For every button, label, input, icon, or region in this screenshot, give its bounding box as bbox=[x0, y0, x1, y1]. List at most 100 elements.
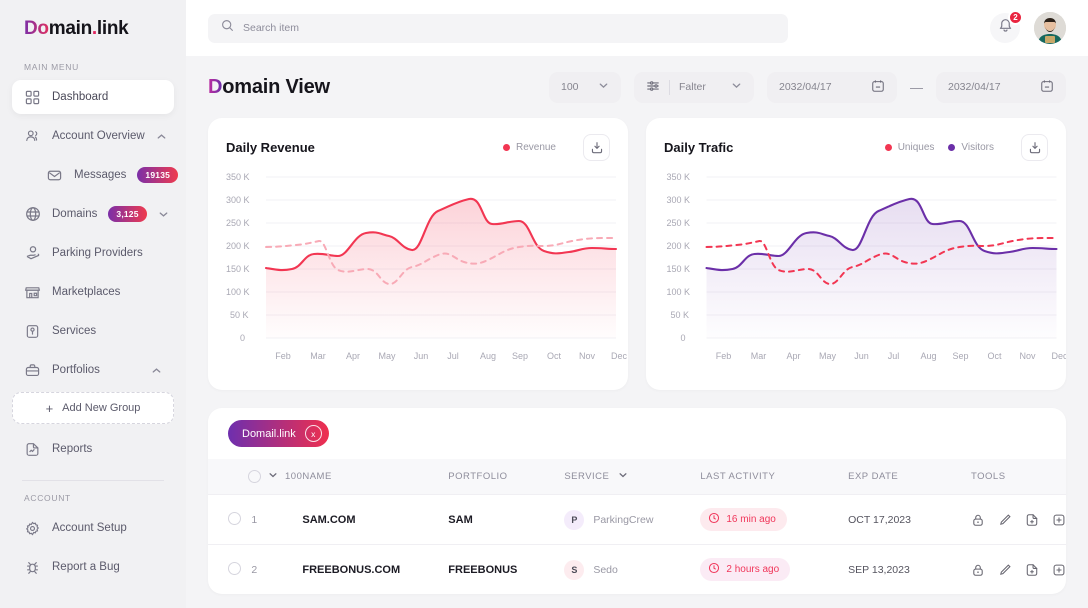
th-last-activity[interactable]: LAST ACTIVITY bbox=[700, 471, 776, 482]
filter-select[interactable]: Falter bbox=[634, 71, 754, 103]
svg-text:300 K: 300 K bbox=[226, 195, 250, 205]
brand-part-3: link bbox=[96, 18, 129, 39]
sidebar-item-reports[interactable]: Reports bbox=[12, 432, 174, 466]
cell-name[interactable]: SAM.COM bbox=[302, 494, 449, 545]
pencil-icon[interactable] bbox=[998, 563, 1012, 577]
svg-text:Nov: Nov bbox=[579, 351, 596, 361]
briefcase-icon bbox=[24, 362, 41, 379]
cell-last-activity: 2 hours ago bbox=[700, 544, 849, 594]
brand-part-1: Do bbox=[24, 18, 49, 39]
search-box[interactable] bbox=[208, 13, 788, 43]
cell-tools bbox=[971, 494, 1066, 545]
sidebar-item-messages[interactable]: Messages 19135 bbox=[12, 158, 179, 192]
avatar[interactable] bbox=[1034, 12, 1066, 44]
header-count: 100 bbox=[285, 471, 303, 482]
chevron-up-icon[interactable] bbox=[156, 131, 167, 142]
main-area: 2 Domain View bbox=[186, 0, 1088, 608]
th-portfolio[interactable]: PORTFOLIO bbox=[448, 471, 508, 482]
chart-legend: Uniques Visitors bbox=[884, 134, 1048, 161]
sidebar-item-domains[interactable]: Domains 3,125 bbox=[12, 197, 174, 231]
square-add-icon[interactable] bbox=[1052, 513, 1066, 527]
svg-text:200 K: 200 K bbox=[226, 241, 250, 251]
lock-icon[interactable] bbox=[971, 513, 985, 527]
select-all-checkbox[interactable] bbox=[248, 470, 261, 483]
add-new-group-button[interactable]: + Add New Group bbox=[12, 392, 174, 424]
date-to-value: 2032/04/17 bbox=[948, 81, 1001, 93]
calendar-icon bbox=[871, 79, 885, 96]
svg-text:Oct: Oct bbox=[547, 351, 562, 361]
sidebar-item-account-setup[interactable]: Account Setup bbox=[12, 511, 174, 545]
content: Domain View 100 Falter bbox=[186, 56, 1088, 608]
search-input[interactable] bbox=[243, 22, 775, 34]
table-row[interactable]: 2 FREEBONUS.COM FREEBONUS S Sedo bbox=[208, 544, 1066, 594]
gear-icon bbox=[24, 520, 41, 537]
svg-text:Aug: Aug bbox=[920, 351, 936, 361]
revenue-chart-svg: 350 K 300 K 250 K 200 K 150 K 100 K 50 K 0 bbox=[226, 172, 627, 361]
page-header: Domain View 100 Falter bbox=[208, 56, 1066, 118]
header-select-group: 100 bbox=[228, 470, 302, 483]
cell-service: P ParkingCrew bbox=[564, 494, 701, 545]
notification-badge: 2 bbox=[1008, 10, 1023, 25]
sidebar-item-services[interactable]: Services bbox=[12, 314, 174, 348]
brand-logo[interactable]: Domain.link bbox=[12, 0, 174, 50]
plus-icon: + bbox=[45, 400, 54, 416]
parking-hand-icon bbox=[24, 245, 41, 262]
sidebar-item-dashboard[interactable]: Dashboard bbox=[12, 80, 174, 114]
svg-text:300 K: 300 K bbox=[667, 195, 691, 205]
cell-checkbox bbox=[208, 494, 252, 545]
row-checkbox[interactable] bbox=[228, 561, 241, 575]
add-new-group-label: Add New Group bbox=[62, 402, 141, 414]
filter-label: Falter bbox=[679, 81, 706, 93]
table-row[interactable]: 1 SAM.COM SAM P ParkingCrew bbox=[208, 494, 1066, 545]
sidebar-item-marketplaces[interactable]: Marketplaces bbox=[12, 275, 174, 309]
filter-chip-domain[interactable]: Domail.link x bbox=[228, 420, 329, 447]
sidebar-item-parking-providers[interactable]: Parking Providers bbox=[12, 236, 174, 270]
row-checkbox[interactable] bbox=[228, 511, 241, 525]
svg-text:Feb: Feb bbox=[716, 351, 732, 361]
legend-item: Uniques bbox=[884, 142, 934, 153]
domains-badge: 3,125 bbox=[108, 206, 147, 222]
svg-text:Feb: Feb bbox=[275, 351, 291, 361]
th-service[interactable]: SERVICE bbox=[564, 459, 700, 495]
chevron-down-icon[interactable] bbox=[618, 470, 628, 483]
filter-chip-label: Domail.link bbox=[242, 427, 296, 440]
date-from-value: 2032/04/17 bbox=[779, 81, 832, 93]
square-add-icon[interactable] bbox=[1052, 563, 1066, 577]
chart-canvas-revenue: 350 K 300 K 250 K 200 K 150 K 100 K 50 K 0 bbox=[226, 163, 627, 378]
bug-icon bbox=[24, 559, 41, 576]
th-tools: TOOLS bbox=[971, 471, 1006, 482]
file-add-icon[interactable] bbox=[1025, 513, 1039, 527]
download-icon[interactable] bbox=[583, 134, 610, 161]
sidebar-item-report-a-bug[interactable]: Report a Bug bbox=[12, 550, 174, 584]
chevron-down-icon[interactable] bbox=[268, 470, 278, 483]
brand-part-2: main bbox=[48, 18, 92, 39]
report-icon bbox=[24, 441, 41, 458]
cell-name[interactable]: FREEBONUS.COM bbox=[302, 544, 449, 594]
filter-icon bbox=[646, 79, 660, 96]
sidebar-item-account-overview[interactable]: Account Overview bbox=[12, 119, 174, 153]
cell-row-number: 2 bbox=[251, 544, 303, 594]
legend-item: Revenue bbox=[502, 142, 556, 153]
chevron-up-icon[interactable] bbox=[151, 365, 162, 376]
date-to-input[interactable]: 2032/04/17 bbox=[936, 71, 1066, 103]
cell-checkbox bbox=[208, 544, 252, 594]
sidebar-item-label: Report a Bug bbox=[52, 561, 120, 573]
th-name[interactable]: NAME bbox=[302, 471, 332, 482]
notifications-button[interactable]: 2 bbox=[990, 10, 1023, 43]
per-page-select[interactable]: 100 bbox=[549, 71, 621, 103]
pencil-icon[interactable] bbox=[998, 513, 1012, 527]
sidebar-item-portfolios[interactable]: Portfolios bbox=[12, 353, 174, 387]
date-from-input[interactable]: 2032/04/17 bbox=[767, 71, 897, 103]
users-icon bbox=[24, 128, 41, 145]
svg-text:Dec: Dec bbox=[611, 351, 628, 361]
lock-icon[interactable] bbox=[971, 563, 985, 577]
clock-icon bbox=[708, 562, 720, 577]
file-add-icon[interactable] bbox=[1025, 563, 1039, 577]
chevron-down-icon[interactable] bbox=[158, 209, 169, 220]
service-icon bbox=[24, 323, 41, 340]
messages-badge: 19135 bbox=[137, 167, 179, 183]
svg-text:0: 0 bbox=[240, 333, 245, 343]
th-exp-date[interactable]: EXP DATE bbox=[848, 471, 899, 482]
download-icon[interactable] bbox=[1021, 134, 1048, 161]
close-icon[interactable]: x bbox=[304, 425, 322, 442]
